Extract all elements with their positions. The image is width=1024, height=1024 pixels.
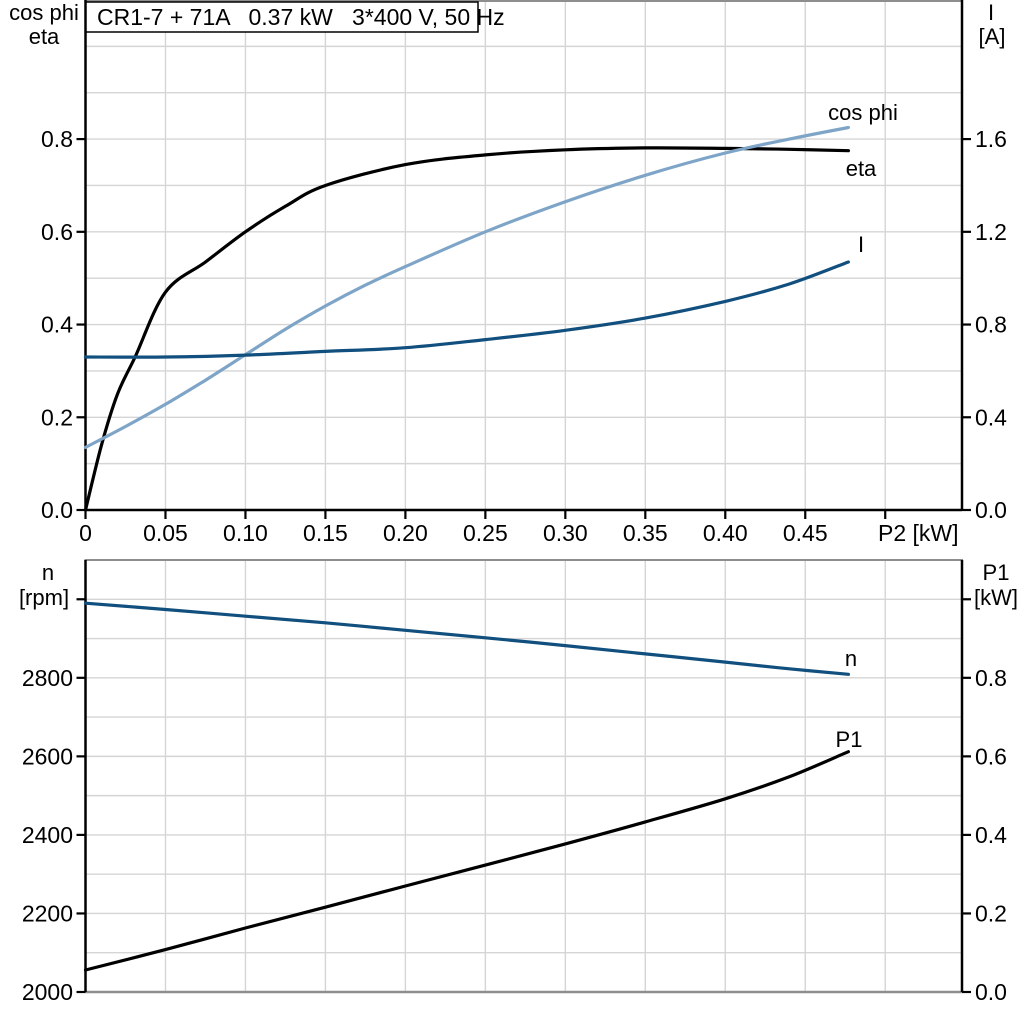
left-tick-label: 0.2 (41, 404, 73, 430)
right-tick-label: 0.4 (975, 404, 1007, 430)
right-axis-title-line1: I (988, 0, 994, 25)
top-ticklabel-layer: 0.0 0.2 0.4 0.6 0.8 0.0 0.4 0.8 1.2 1.6 0 0.05 0.10 0… (41, 126, 1007, 546)
right-tick-label: 0.8 (975, 665, 1007, 691)
curve-cos-phi (83, 125, 850, 450)
x-tick-label: 0.10 (223, 520, 268, 546)
curve-P1 (83, 750, 850, 972)
left-tick-label: 0.0 (41, 497, 73, 523)
x-tick-label: 0.30 (543, 520, 588, 546)
curve-label-cos-phi: cos phi (828, 100, 898, 125)
x-tick-label: 0 (79, 520, 92, 546)
x-tick-label: 0.40 (703, 520, 748, 546)
right-axis-title-line2: [A] (979, 24, 1006, 49)
left-tick-label: 2400 (22, 822, 73, 848)
bottom-right-axis-title-line1: P1 (983, 560, 1010, 585)
x-tick-label: 0.45 (783, 520, 828, 546)
left-axis-title-line2: eta (29, 24, 60, 49)
left-tick-label: 2600 (22, 743, 73, 769)
top-series-layer: eta cos phi I (83, 100, 898, 512)
top-frame-layer (76, 0, 971, 519)
top-grid-layer (85, 1, 962, 510)
curve-n (83, 601, 850, 676)
right-tick-label: 1.6 (975, 126, 1007, 152)
bottom-chart: nP1 200022002400260028000.00.20.40.60.8 … (19, 559, 1018, 1005)
curve-label-P1: P1 (836, 727, 863, 752)
left-tick-label: 2000 (22, 979, 73, 1005)
chart-title: CR1-7 + 71A 0.37 kW 3*400 V, 50 Hz (97, 4, 505, 30)
x-tick-label: 0.20 (383, 520, 428, 546)
bottom-frame-layer (76, 559, 971, 994)
right-tick-label: 0.8 (975, 312, 1007, 338)
bottom-ticklabel-layer: 2000 2200 2400 2600 2800 0.0 0.2 0.4 0.6 0.8 (22, 665, 1007, 1005)
bottom-grid-layer (85, 560, 962, 992)
right-tick-label: 0.0 (975, 497, 1007, 523)
right-tick-label: 0.6 (975, 743, 1007, 769)
x-tick-label: 0.25 (463, 520, 508, 546)
right-tick-label: 0.4 (975, 822, 1007, 848)
curve-label-eta: eta (846, 156, 877, 181)
bottom-left-axis-title-line1: n (42, 560, 54, 585)
x-tick-label: 0.05 (143, 520, 188, 546)
left-tick-label: 2800 (22, 665, 73, 691)
curve-label-n: n (845, 646, 857, 671)
curve-I (83, 260, 850, 359)
right-tick-label: 0.0 (975, 979, 1007, 1005)
bottom-series-layer: n P1 (83, 601, 863, 972)
bottom-left-axis-title-line2: [rpm] (19, 585, 69, 610)
left-axis-title-line1: cos phi (9, 0, 79, 25)
left-tick-label: 2200 (22, 900, 73, 926)
left-tick-label: 0.4 (41, 312, 73, 338)
curve-eta (83, 146, 850, 512)
left-tick-label: 0.8 (41, 126, 73, 152)
right-tick-label: 0.2 (975, 900, 1007, 926)
curve-label-I: I (858, 232, 864, 257)
x-axis-title: P2 [kW] (878, 520, 959, 546)
x-tick-label: 0.35 (623, 520, 668, 546)
title-box (85, 1, 479, 33)
x-tick-label: 0.15 (303, 520, 348, 546)
left-tick-label: 0.6 (41, 219, 73, 245)
right-tick-label: 1.2 (975, 219, 1007, 245)
bottom-right-axis-title-line2: [kW] (974, 585, 1018, 610)
